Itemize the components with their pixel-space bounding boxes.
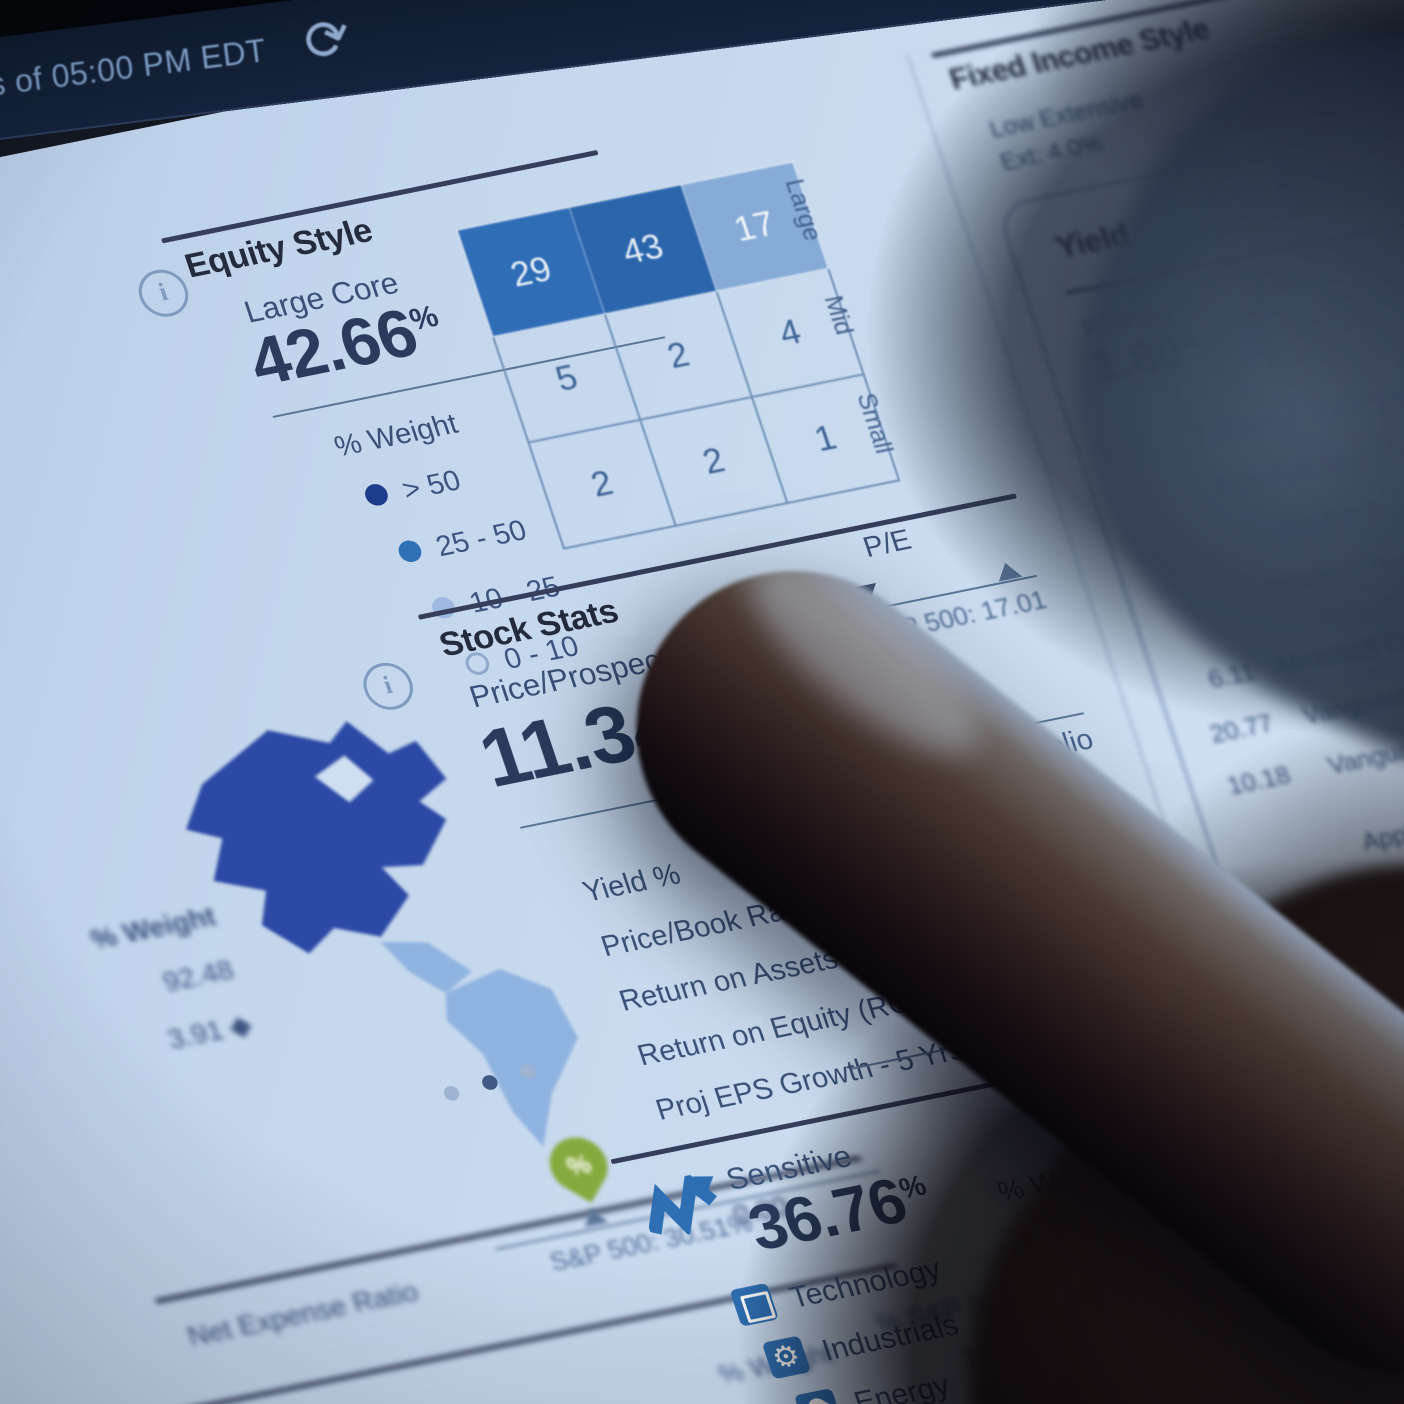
- technology-icon: [729, 1282, 779, 1327]
- energy-icon: [794, 1388, 844, 1404]
- as-of-timestamp: As of 05:00 PM EDT: [0, 32, 269, 106]
- refresh-icon[interactable]: ⟳: [295, 1, 361, 77]
- weight-legend-title: % Weight: [330, 408, 462, 464]
- regions-weight-header: % Weight: [86, 900, 220, 955]
- legend-item[interactable]: > 50: [361, 465, 465, 516]
- info-icon[interactable]: i: [132, 265, 195, 321]
- gauge-marker-icon: [579, 1205, 609, 1227]
- pe-label: P/E: [859, 524, 916, 564]
- legend-dot-icon: [395, 538, 425, 564]
- legend-item[interactable]: 25 - 50: [395, 515, 531, 572]
- equity-style-box-grid[interactable]: 29 43 17 5 2 4 2 2 1: [456, 161, 959, 747]
- south-america-shape: [445, 968, 578, 1147]
- legend-dot-icon: [362, 482, 391, 508]
